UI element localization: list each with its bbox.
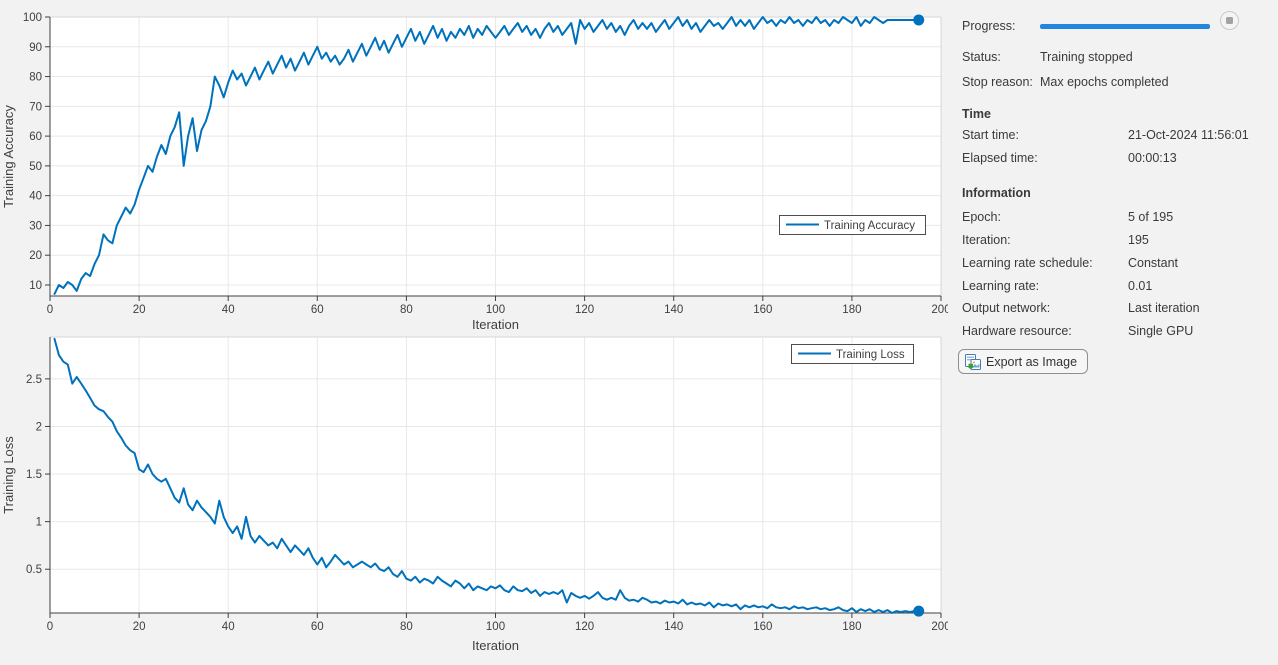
y-tick-label: 50 — [29, 161, 42, 173]
legend-box — [791, 344, 914, 364]
status-value: Training stopped — [1040, 50, 1133, 64]
x-tick-label: 140 — [664, 304, 683, 316]
accuracy-line — [53, 16, 920, 295]
iteration-label: Iteration: — [962, 233, 1011, 247]
x-tick-label: 100 — [486, 621, 505, 633]
y-tick-label: 30 — [29, 220, 42, 232]
hardware-resource-value: Single GPU — [1128, 324, 1194, 338]
x-tick-label: 0 — [47, 621, 53, 633]
progress-bar — [1040, 23, 1210, 29]
iteration-row: Iteration: 195 — [962, 233, 1149, 247]
y-tick-label: 1 — [36, 517, 42, 529]
y-tick-label: 0.5 — [26, 564, 42, 576]
y-tick-label: 40 — [29, 191, 42, 203]
x-tick-label: 180 — [842, 304, 861, 316]
elapsed-time-value: 00:00:13 — [1128, 151, 1177, 165]
x-tick-label: 40 — [222, 621, 235, 633]
x-tick-label: 0 — [47, 304, 53, 316]
y-tick-label: 90 — [29, 42, 42, 54]
x-tick-label: 160 — [753, 621, 772, 633]
learning-rate-label: Learning rate: — [962, 279, 1040, 293]
export-as-image-label: Export as Image — [986, 354, 1078, 369]
legend-entry-label: Training Loss — [836, 349, 905, 361]
legend-box — [779, 215, 926, 235]
loss-line — [53, 337, 920, 614]
epoch-label: Epoch: — [962, 210, 1001, 224]
x-axis-label: Iteration — [472, 638, 519, 653]
y-axis-label: Training Accuracy — [1, 105, 16, 208]
x-tick-label: 100 — [486, 304, 505, 316]
elapsed-time-row: Elapsed time: 00:00:13 — [962, 151, 1177, 165]
training-loss-chart: 0 20 40 60 80 100 120 140 160 180 200 0.5 1 1.5 2 2.5 It… — [1, 336, 948, 653]
x-tick-label: 120 — [575, 621, 594, 633]
x-tick-label: 20 — [133, 304, 146, 316]
learning-rate-schedule-label: Learning rate schedule: — [962, 256, 1093, 270]
y-axis-label: Training Loss — [1, 436, 16, 514]
x-tick-label: 80 — [400, 304, 413, 316]
learning-rate-row: Learning rate: 0.01 — [962, 279, 1152, 293]
status-row: Status: Training stopped — [962, 50, 1133, 64]
final-point-marker — [913, 14, 925, 26]
x-tick-label: 200 — [931, 304, 948, 316]
training-plots: 0 20 40 60 80 100 120 140 160 180 200 10 20 30 40 50 60 7… — [1, 12, 948, 653]
y-tick-label: 100 — [23, 12, 42, 24]
y-tick-label: 10 — [29, 280, 42, 292]
start-time-value: 21-Oct-2024 11:56:01 — [1128, 128, 1249, 142]
legend-training-accuracy[interactable]: Training Accuracy — [779, 215, 926, 235]
hardware-resource-label: Hardware resource: — [962, 324, 1072, 338]
x-tick-label: 40 — [222, 304, 235, 316]
output-network-label: Output network: — [962, 301, 1051, 315]
x-tick-label: 60 — [311, 621, 324, 633]
y-tick-label: 2 — [36, 421, 42, 433]
iteration-value: 195 — [1128, 233, 1149, 247]
time-section-header: Time — [962, 107, 991, 121]
x-tick-label: 20 — [133, 621, 146, 633]
hardware-resource-row: Hardware resource: Single GPU — [962, 324, 1193, 338]
y-tick-label: 80 — [29, 72, 42, 84]
x-axis-label: Iteration — [472, 317, 519, 332]
final-point-marker — [913, 605, 925, 617]
training-accuracy-chart: 0 20 40 60 80 100 120 140 160 180 200 10 20 30 40 50 60 7… — [1, 12, 948, 332]
stop-reason-label: Stop reason: — [962, 75, 1033, 89]
y-tick-label: 60 — [29, 131, 42, 143]
y-tick-label: 70 — [29, 101, 42, 113]
learning-rate-schedule-row: Learning rate schedule: Constant — [962, 256, 1178, 270]
x-tick-label: 180 — [842, 621, 861, 633]
information-section-header: Information — [962, 186, 1031, 200]
stop-icon — [1226, 17, 1233, 24]
start-time-label: Start time: — [962, 128, 1019, 142]
export-image-icon — [965, 353, 981, 370]
output-network-row: Output network: Last iteration — [962, 301, 1200, 315]
epoch-value: 5 of 195 — [1128, 210, 1174, 224]
y-tick-label: 2.5 — [26, 374, 42, 386]
x-tick-label: 140 — [664, 621, 683, 633]
x-tick-label: 80 — [400, 621, 413, 633]
training-info-panel: Progress: Status: Training stopped Stop … — [950, 0, 1278, 665]
x-tick-label: 60 — [311, 304, 324, 316]
stop-reason-value: Max epochs completed — [1040, 75, 1169, 89]
x-tick-label: 200 — [931, 621, 948, 633]
learning-rate-schedule-value: Constant — [1128, 256, 1179, 270]
output-network-value: Last iteration — [1128, 301, 1200, 315]
start-time-row: Start time: 21-Oct-2024 11:56:01 — [962, 128, 1249, 142]
elapsed-time-label: Elapsed time: — [962, 151, 1038, 165]
export-as-image-button[interactable]: Export as Image — [958, 349, 1089, 374]
epoch-row: Epoch: 5 of 195 — [962, 210, 1173, 224]
y-tick-label: 20 — [29, 250, 42, 262]
progress-label: Progress: — [962, 19, 1016, 33]
stop-reason-row: Stop reason: Max epochs completed — [962, 75, 1169, 89]
legend-training-loss[interactable]: Training Loss — [791, 344, 914, 364]
legend-entry-label: Training Accuracy — [824, 220, 915, 232]
status-label: Status: — [962, 50, 1001, 64]
stop-button[interactable] — [1220, 11, 1239, 30]
learning-rate-value: 0.01 — [1128, 279, 1153, 293]
x-tick-label: 120 — [575, 304, 594, 316]
progress-row: Progress: — [962, 19, 1210, 33]
x-tick-label: 160 — [753, 304, 772, 316]
progress-bar-fill — [1040, 23, 1210, 29]
y-tick-label: 1.5 — [26, 469, 42, 481]
